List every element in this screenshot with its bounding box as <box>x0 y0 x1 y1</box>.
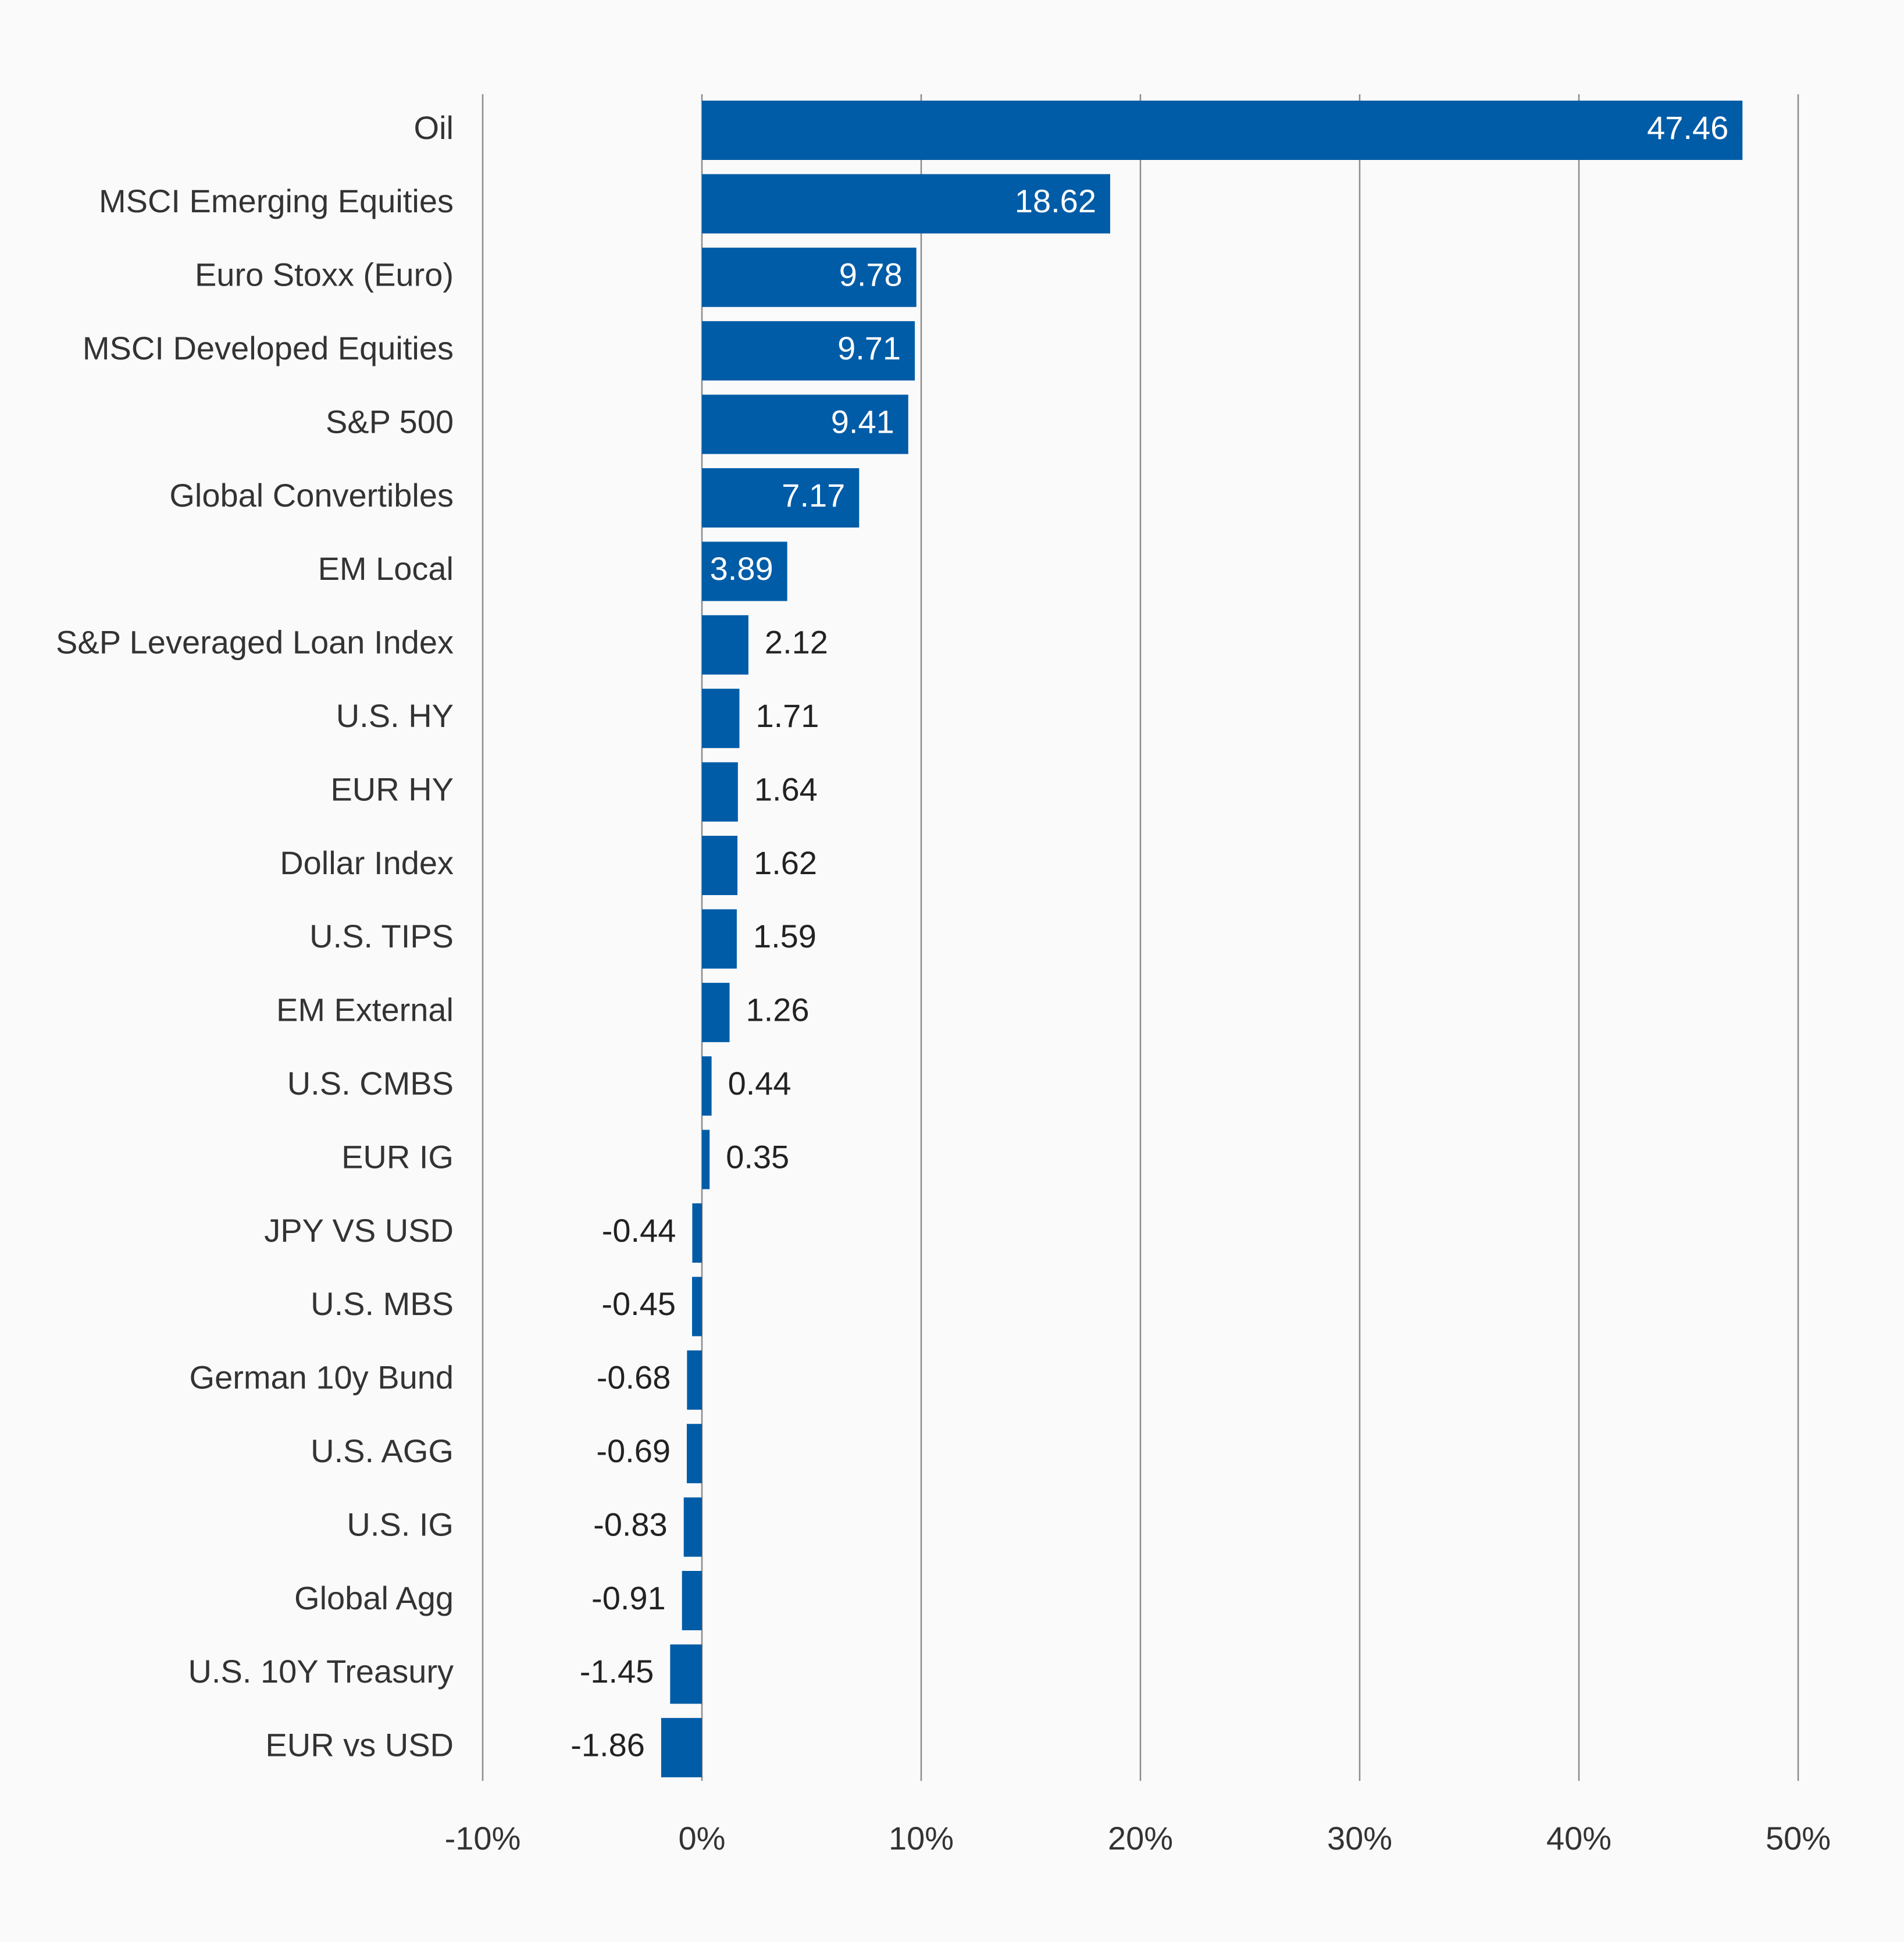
value-label: 3.89 <box>710 550 773 587</box>
bar <box>702 468 860 528</box>
category-label: EM Local <box>318 550 454 587</box>
category-label: MSCI Developed Equities <box>83 330 454 366</box>
bar <box>702 836 738 895</box>
bar <box>702 247 917 307</box>
category-label: EUR HY <box>330 771 454 807</box>
value-label: -1.86 <box>571 1727 645 1763</box>
value-label: 2.12 <box>765 624 828 661</box>
value-label: 7.17 <box>782 477 845 514</box>
bars <box>661 101 1743 1777</box>
gridlines <box>482 94 1799 1781</box>
bar <box>702 1056 712 1116</box>
category-label: U.S. CMBS <box>287 1065 454 1102</box>
value-label: 47.46 <box>1647 109 1728 146</box>
value-label: 18.62 <box>1015 183 1096 219</box>
bar <box>702 321 915 381</box>
x-tick-label: -10% <box>445 1820 521 1857</box>
bar <box>692 1203 702 1263</box>
category-label: JPY VS USD <box>264 1212 454 1249</box>
x-tick-label: 50% <box>1766 1820 1831 1857</box>
category-label: Oil <box>414 109 454 146</box>
value-label: 1.26 <box>746 992 810 1028</box>
value-label: -0.83 <box>593 1506 668 1542</box>
value-label: 0.35 <box>726 1138 789 1175</box>
bar <box>687 1350 702 1410</box>
value-label: -0.91 <box>591 1580 666 1616</box>
value-label: -0.69 <box>596 1433 671 1469</box>
category-label: Dollar Index <box>280 844 454 881</box>
bar <box>702 982 730 1042</box>
value-label: 1.62 <box>754 844 817 881</box>
bar <box>702 394 908 454</box>
bar <box>702 541 787 601</box>
x-axis-tick-labels: -10% 0% 10% 20% 30% 40% 50% <box>445 1820 1831 1857</box>
bar <box>702 174 1110 234</box>
bar <box>683 1497 702 1557</box>
category-label: EUR vs USD <box>265 1727 454 1763</box>
category-label: EUR IG <box>341 1138 454 1175</box>
value-label: 1.64 <box>754 771 818 807</box>
category-label: U.S. 10Y Treasury <box>188 1653 454 1690</box>
category-label: U.S. TIPS <box>309 918 454 954</box>
x-tick-label: 40% <box>1546 1820 1611 1857</box>
bar <box>702 762 738 822</box>
value-label: 9.71 <box>837 330 901 366</box>
category-label: S&P 500 <box>326 403 454 440</box>
category-label: U.S. HY <box>336 697 454 734</box>
category-label: U.S. IG <box>347 1506 454 1542</box>
bar <box>702 689 740 749</box>
category-label: Euro Stoxx (Euro) <box>195 256 454 293</box>
x-tick-label: 20% <box>1108 1820 1173 1857</box>
bar <box>702 1129 710 1189</box>
category-labels: Oil MSCI Emerging Equities Euro Stoxx (Eur… <box>56 109 454 1763</box>
value-label: -0.45 <box>601 1285 676 1322</box>
category-label: S&P Leveraged Loan Index <box>56 624 454 661</box>
value-label: 1.71 <box>755 697 819 734</box>
category-label: U.S. MBS <box>311 1285 454 1322</box>
x-tick-label: 30% <box>1327 1820 1392 1857</box>
category-label: German 10y Bund <box>190 1359 454 1396</box>
value-labels: 47.46 18.62 9.78 9.71 9.41 7.173.89 2.12 1.71 1.… <box>571 109 1728 1763</box>
value-label: 1.59 <box>753 918 816 954</box>
bar <box>702 615 748 675</box>
category-label: U.S. AGG <box>311 1433 454 1469</box>
category-label: Global Agg <box>294 1580 454 1616</box>
bar <box>682 1571 702 1630</box>
bar <box>661 1717 702 1777</box>
bar <box>692 1277 702 1337</box>
bar <box>686 1424 702 1484</box>
category-label: MSCI Emerging Equities <box>99 183 454 219</box>
value-label: 9.41 <box>831 403 894 440</box>
bar <box>670 1644 702 1704</box>
x-tick-label: 0% <box>679 1820 726 1857</box>
category-label: Global Convertibles <box>169 477 454 514</box>
bar <box>702 909 737 969</box>
value-label: -1.45 <box>580 1653 654 1690</box>
value-label: 9.78 <box>839 256 903 293</box>
value-label: 0.44 <box>728 1065 791 1102</box>
x-tick-label: 10% <box>889 1820 954 1857</box>
bar <box>702 101 1743 160</box>
value-label: -0.68 <box>597 1359 671 1396</box>
value-label: -0.44 <box>602 1212 676 1249</box>
category-label: EM External <box>276 992 454 1028</box>
